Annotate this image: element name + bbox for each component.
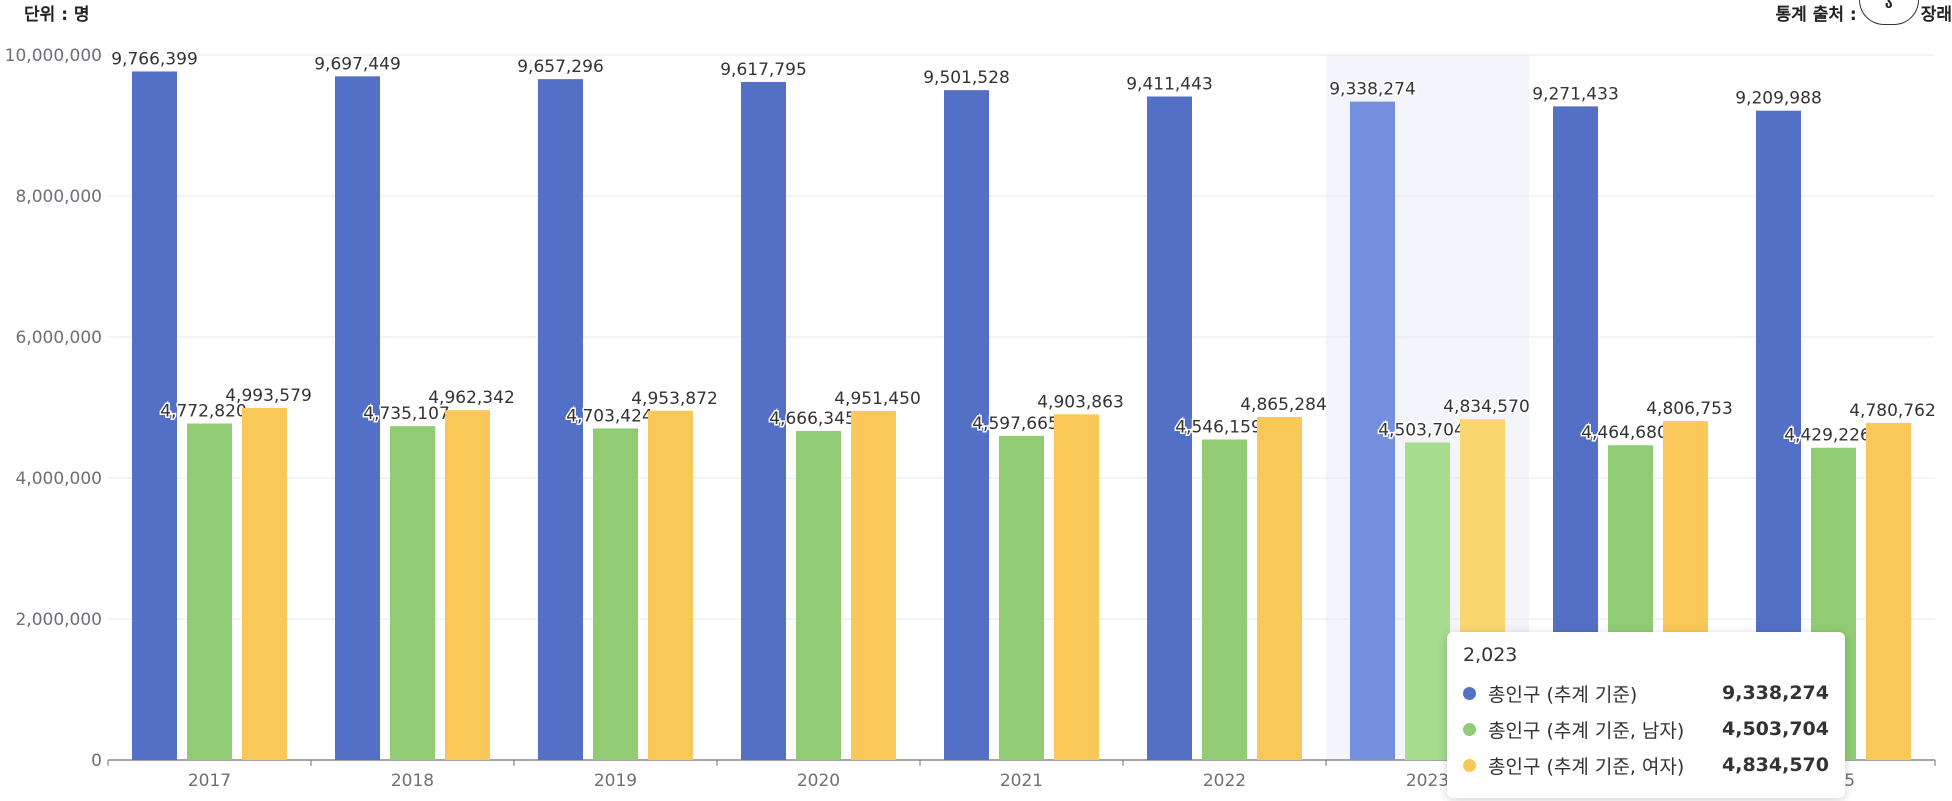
bar-female-2022 <box>1257 416 1302 760</box>
bar-male-2017 <box>187 423 232 760</box>
data-label-female-2020: 4,951,450 <box>834 389 921 409</box>
unit-label: 단위 : 명 <box>24 5 90 25</box>
data-label-total-2024: 9,271,433 <box>1532 84 1619 104</box>
chart-tooltip: 2,023 총인구 (추계 기준) 9,338,274 총인구 (추계 기준, … <box>1447 632 1845 798</box>
x-tick-label: 2021 <box>1000 771 1043 791</box>
data-label-male-2025: 4,429,226 <box>1784 426 1871 446</box>
bar-total-2022 <box>1147 96 1192 760</box>
tooltip-name-male: 총인구 (추계 기준, 남자) <box>1488 719 1685 742</box>
data-label-male-2024: 4,464,680 <box>1581 423 1668 443</box>
bar-total-2021 <box>944 90 989 760</box>
tooltip-dot-total-icon <box>1463 686 1476 700</box>
bar-male-2018 <box>390 426 435 760</box>
tooltip-value-male: 4,503,704 <box>1722 718 1829 740</box>
data-label-female-2021: 4,903,863 <box>1037 392 1124 412</box>
y-tick-label: 2,000,000 <box>15 610 102 630</box>
y-tick-label: 0 <box>91 751 102 771</box>
bar-female-2021 <box>1054 414 1099 760</box>
y-tick-label: 4,000,000 <box>15 469 102 489</box>
tooltip-name-total: 총인구 (추계 기준) <box>1488 683 1638 706</box>
data-label-male-2017: 4,772,820 <box>160 402 247 422</box>
data-label-female-2023: 4,834,570 <box>1443 397 1530 417</box>
y-tick-label: 6,000,000 <box>15 328 102 348</box>
data-label-male-2018: 4,735,107 <box>363 404 450 424</box>
bar-male-2019 <box>593 428 638 760</box>
bar-female-2018 <box>445 410 490 760</box>
bar-total-2018 <box>335 76 380 761</box>
data-label-male-2023: 4,503,704 <box>1378 420 1465 440</box>
data-label-female-2017: 4,993,579 <box>225 386 312 406</box>
x-tick-label: 2019 <box>594 771 637 791</box>
x-tick-label: 2022 <box>1203 771 1246 791</box>
data-label-female-2019: 4,953,872 <box>631 389 718 409</box>
tooltip-value-female: 4,834,570 <box>1722 754 1829 776</box>
source-name: 장래 <box>1920 5 1952 25</box>
bar-total-2020 <box>741 81 786 761</box>
bar-total-2017 <box>132 71 177 760</box>
bar-total-2019 <box>538 79 583 760</box>
tooltip-dot-male-icon <box>1463 722 1476 736</box>
tooltip-name-female: 총인구 (추계 기준, 여자) <box>1488 755 1685 778</box>
bar-male-2023 <box>1405 442 1450 760</box>
source-prefix: 통계 출처 : <box>1775 5 1857 25</box>
bar-female-2020 <box>851 410 896 760</box>
x-tick-label: 2020 <box>797 771 840 791</box>
y-tick-label: 8,000,000 <box>15 187 102 207</box>
data-label-total-2025: 9,209,988 <box>1735 89 1822 109</box>
tooltip-row-male: 총인구 (추계 기준, 남자) 4,503,704 <box>1463 714 1829 744</box>
source-badge-glyph: ა <box>1884 0 1893 12</box>
data-label-male-2021: 4,597,665 <box>972 414 1059 434</box>
bar-total-2023 <box>1350 101 1395 761</box>
data-label-female-2018: 4,962,342 <box>428 388 515 408</box>
tooltip-title: 2,023 <box>1463 644 1518 666</box>
bar-female-2019 <box>648 410 693 760</box>
tooltip-row-female: 총인구 (추계 기준, 여자) 4,834,570 <box>1463 750 1829 780</box>
data-label-total-2021: 9,501,528 <box>923 68 1010 88</box>
data-label-total-2022: 9,411,443 <box>1126 74 1213 94</box>
data-label-male-2022: 4,546,159 <box>1175 417 1262 437</box>
tooltip-row-total: 총인구 (추계 기준) 9,338,274 <box>1463 678 1829 708</box>
bar-male-2022 <box>1202 439 1247 760</box>
bar-female-2017 <box>242 407 287 760</box>
x-tick-label: 2018 <box>391 771 434 791</box>
source-label: 통계 출처 : ა 장래 <box>1776 0 1952 25</box>
bar-female-2025 <box>1866 422 1911 760</box>
data-label-total-2018: 9,697,449 <box>314 54 401 74</box>
data-label-total-2017: 9,766,399 <box>111 49 198 69</box>
bar-male-2020 <box>796 431 841 760</box>
tooltip-value-total: 9,338,274 <box>1722 682 1829 704</box>
data-label-total-2020: 9,617,795 <box>720 60 807 80</box>
y-tick-label: 10,000,000 <box>5 46 102 66</box>
data-label-female-2024: 4,806,753 <box>1646 399 1733 419</box>
bar-male-2021 <box>999 435 1044 760</box>
x-tick-label: 2023 <box>1406 771 1449 791</box>
tooltip-dot-female-icon <box>1463 758 1476 772</box>
data-label-total-2019: 9,657,296 <box>517 57 604 77</box>
data-label-female-2025: 4,780,762 <box>1849 401 1936 421</box>
x-tick-label: 2017 <box>188 771 231 791</box>
data-label-male-2019: 4,703,424 <box>566 406 653 426</box>
data-label-total-2023: 9,338,274 <box>1329 80 1416 100</box>
data-label-female-2022: 4,865,284 <box>1240 395 1327 415</box>
data-label-male-2020: 4,666,345 <box>769 409 856 429</box>
